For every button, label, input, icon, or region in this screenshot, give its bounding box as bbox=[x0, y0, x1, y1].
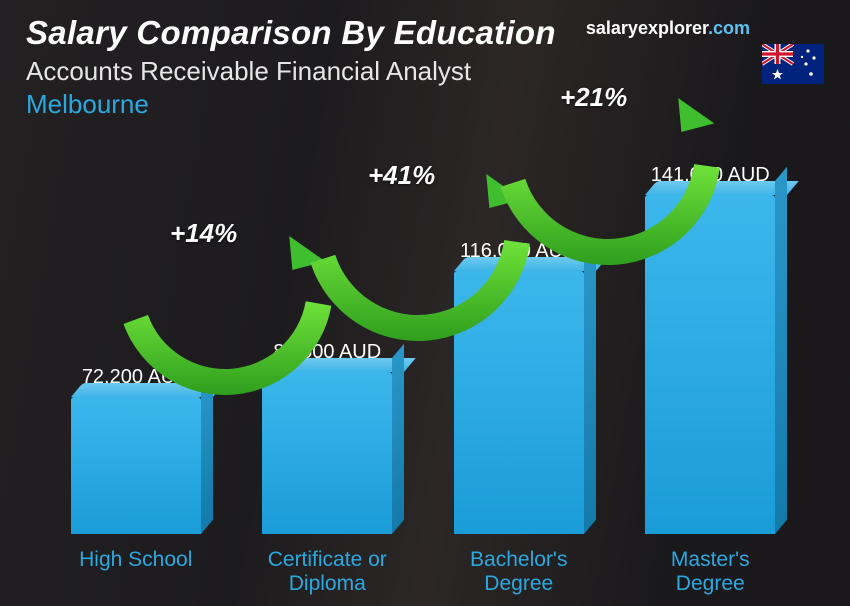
brand-suffix: .com bbox=[708, 18, 750, 38]
x-label: High School bbox=[40, 548, 232, 596]
x-axis-labels: High SchoolCertificate orDiplomaBachelor… bbox=[40, 548, 806, 596]
bar-rect bbox=[454, 271, 584, 534]
chart-subtitle: Accounts Receivable Financial Analyst bbox=[26, 56, 824, 87]
brand-name: salaryexplorer bbox=[586, 18, 708, 38]
bar-rect bbox=[262, 372, 392, 534]
bar-rect bbox=[645, 195, 775, 534]
pct-increase-label: +14% bbox=[170, 218, 237, 249]
chart-location: Melbourne bbox=[26, 89, 824, 120]
flag-icon bbox=[762, 44, 824, 84]
bar-2: 116,000 AUD bbox=[423, 130, 615, 534]
pct-increase-label: +21% bbox=[560, 82, 627, 113]
bar-0: 72,200 AUD bbox=[40, 130, 232, 534]
x-label: Master'sDegree bbox=[615, 548, 807, 596]
bar-3: 141,000 AUD bbox=[615, 130, 807, 534]
x-label: Bachelor'sDegree bbox=[423, 548, 615, 596]
x-label: Certificate orDiploma bbox=[232, 548, 424, 596]
brand-watermark: salaryexplorer.com bbox=[586, 18, 750, 39]
pct-increase-label: +41% bbox=[368, 160, 435, 191]
bar-rect bbox=[71, 397, 201, 534]
infographic-canvas: Salary Comparison By Education Accounts … bbox=[0, 0, 850, 606]
